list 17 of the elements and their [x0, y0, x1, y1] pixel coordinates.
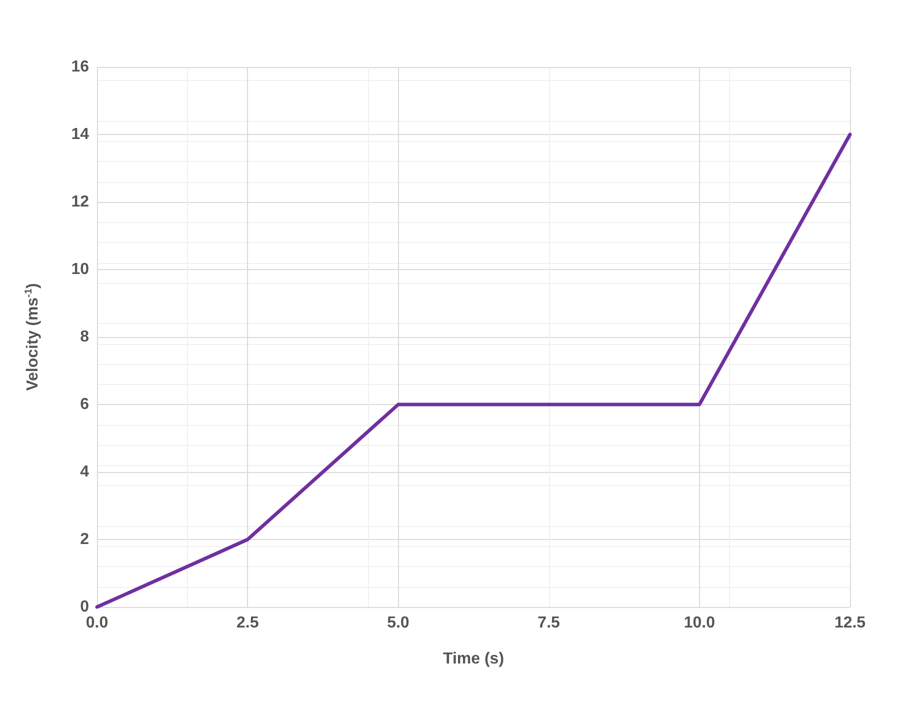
y-tick-label: 2 — [80, 531, 90, 548]
y-tick-label: 6 — [80, 396, 90, 413]
y-tick-label: 4 — [80, 464, 90, 480]
y-tick-label: 16 — [71, 58, 90, 76]
x-tick-label: 10.0 — [684, 614, 716, 632]
x-axis-title: Time (s) — [442, 650, 504, 668]
x-tick-label: 0.0 — [86, 614, 108, 632]
y-tick-label: 10 — [71, 261, 90, 278]
y-axis-title: Velocity (ms-1) — [24, 283, 42, 391]
x-tick-label: 7.5 — [538, 614, 560, 632]
x-tick-label: 5.0 — [387, 614, 410, 632]
y-tick-label: 0 — [80, 598, 90, 616]
y-tick-label: 14 — [71, 126, 90, 143]
y-tick-label: 8 — [80, 328, 90, 346]
x-tick-label: 12.5 — [834, 614, 866, 632]
x-tick-label: 2.5 — [236, 614, 259, 632]
y-tick-label: 12 — [71, 194, 90, 210]
